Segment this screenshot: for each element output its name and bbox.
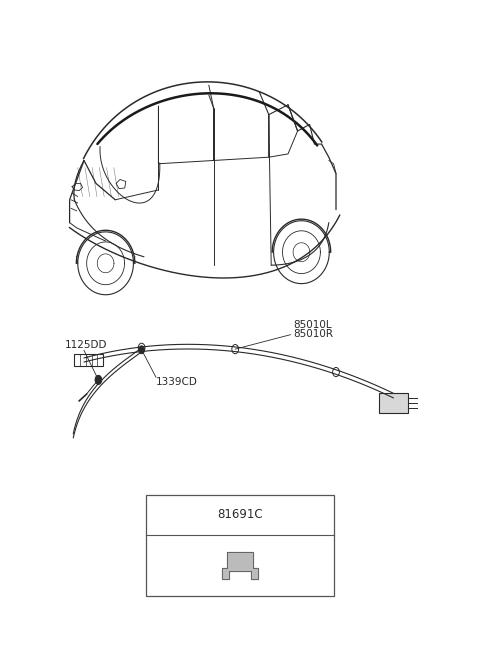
Circle shape [333,367,339,377]
Bar [379,393,408,413]
Text: 85010L: 85010L [293,320,331,330]
Circle shape [139,346,144,354]
Polygon shape [222,552,258,579]
Bar [74,354,103,366]
Bar [146,495,334,596]
Text: 1339CD: 1339CD [156,377,198,387]
Circle shape [232,345,239,354]
Text: 81691C: 81691C [217,508,263,521]
Circle shape [95,375,102,384]
Circle shape [138,343,145,352]
Text: 1125DD: 1125DD [65,341,108,350]
Text: 85010R: 85010R [293,329,333,339]
